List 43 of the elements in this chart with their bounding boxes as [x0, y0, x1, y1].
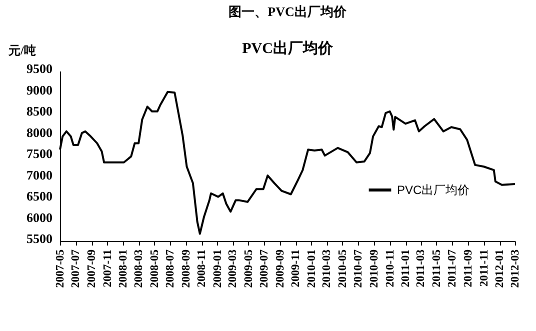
y-tick-label: 7000	[26, 167, 52, 182]
chart-title: 图一、PVC出厂均价	[228, 4, 348, 19]
x-tick-label: 2009-09	[274, 249, 287, 288]
x-tick-label: 2010-03	[321, 249, 334, 288]
y-tick-label: 9500	[26, 61, 52, 76]
x-tick-label: 2007-05	[54, 249, 66, 288]
x-tick-label: 2010-07	[352, 249, 365, 288]
x-tick-label: 2007-07	[70, 249, 82, 288]
x-tick-label: 2009-03	[227, 249, 240, 288]
y-tick-label: 6500	[26, 188, 52, 204]
x-tick-label: 2008-11	[196, 249, 208, 288]
legend-label: PVC出厂均价	[397, 183, 470, 197]
y-tick-label: 5500	[26, 231, 52, 246]
x-tick-label: 2011-01	[400, 249, 412, 288]
x-tick-label: 2007-09	[86, 249, 98, 288]
x-tick-label: 2009-05	[242, 249, 255, 288]
x-tick-label: 2008-09	[180, 249, 192, 288]
x-tick-label: 2011-03	[415, 249, 428, 288]
x-tick-label: 2009-01	[212, 249, 224, 288]
x-tick-label: 2009-11	[290, 249, 302, 288]
y-tick-label: 8000	[26, 124, 52, 140]
x-tick-label: 2010-11	[384, 249, 396, 288]
y-axis-title: 元/吨	[8, 44, 36, 58]
x-tick-label: 2008-05	[148, 249, 161, 288]
y-tick-label: 7500	[26, 146, 52, 161]
y-tick-label: 8500	[26, 104, 52, 118]
x-tick-label: 2011-05	[430, 249, 443, 288]
x-tick-label: 2007-11	[102, 249, 114, 288]
x-tick-label: 2010-01	[306, 249, 318, 288]
x-tick-label: 2008-07	[164, 249, 177, 288]
x-tick-label: 2011-11	[478, 249, 490, 287]
chart-subtitle: PVC出厂均价	[242, 40, 334, 57]
x-tick-label: 2008-03	[133, 249, 146, 288]
x-tick-label: 2010-05	[336, 249, 349, 288]
x-tick-label: 2012-03	[510, 249, 522, 288]
y-tick-label: 6000	[26, 210, 52, 225]
x-tick-label: 2012-01	[494, 249, 506, 288]
x-tick-label: 2009-07	[258, 249, 271, 288]
x-tick-label: 2011-09	[462, 249, 475, 288]
x-tick-label: 2008-01	[118, 249, 130, 288]
x-tick-label: 2010-09	[368, 249, 381, 288]
y-tick-label: 9000	[26, 82, 52, 98]
x-tick-label: 2011-07	[446, 249, 459, 288]
